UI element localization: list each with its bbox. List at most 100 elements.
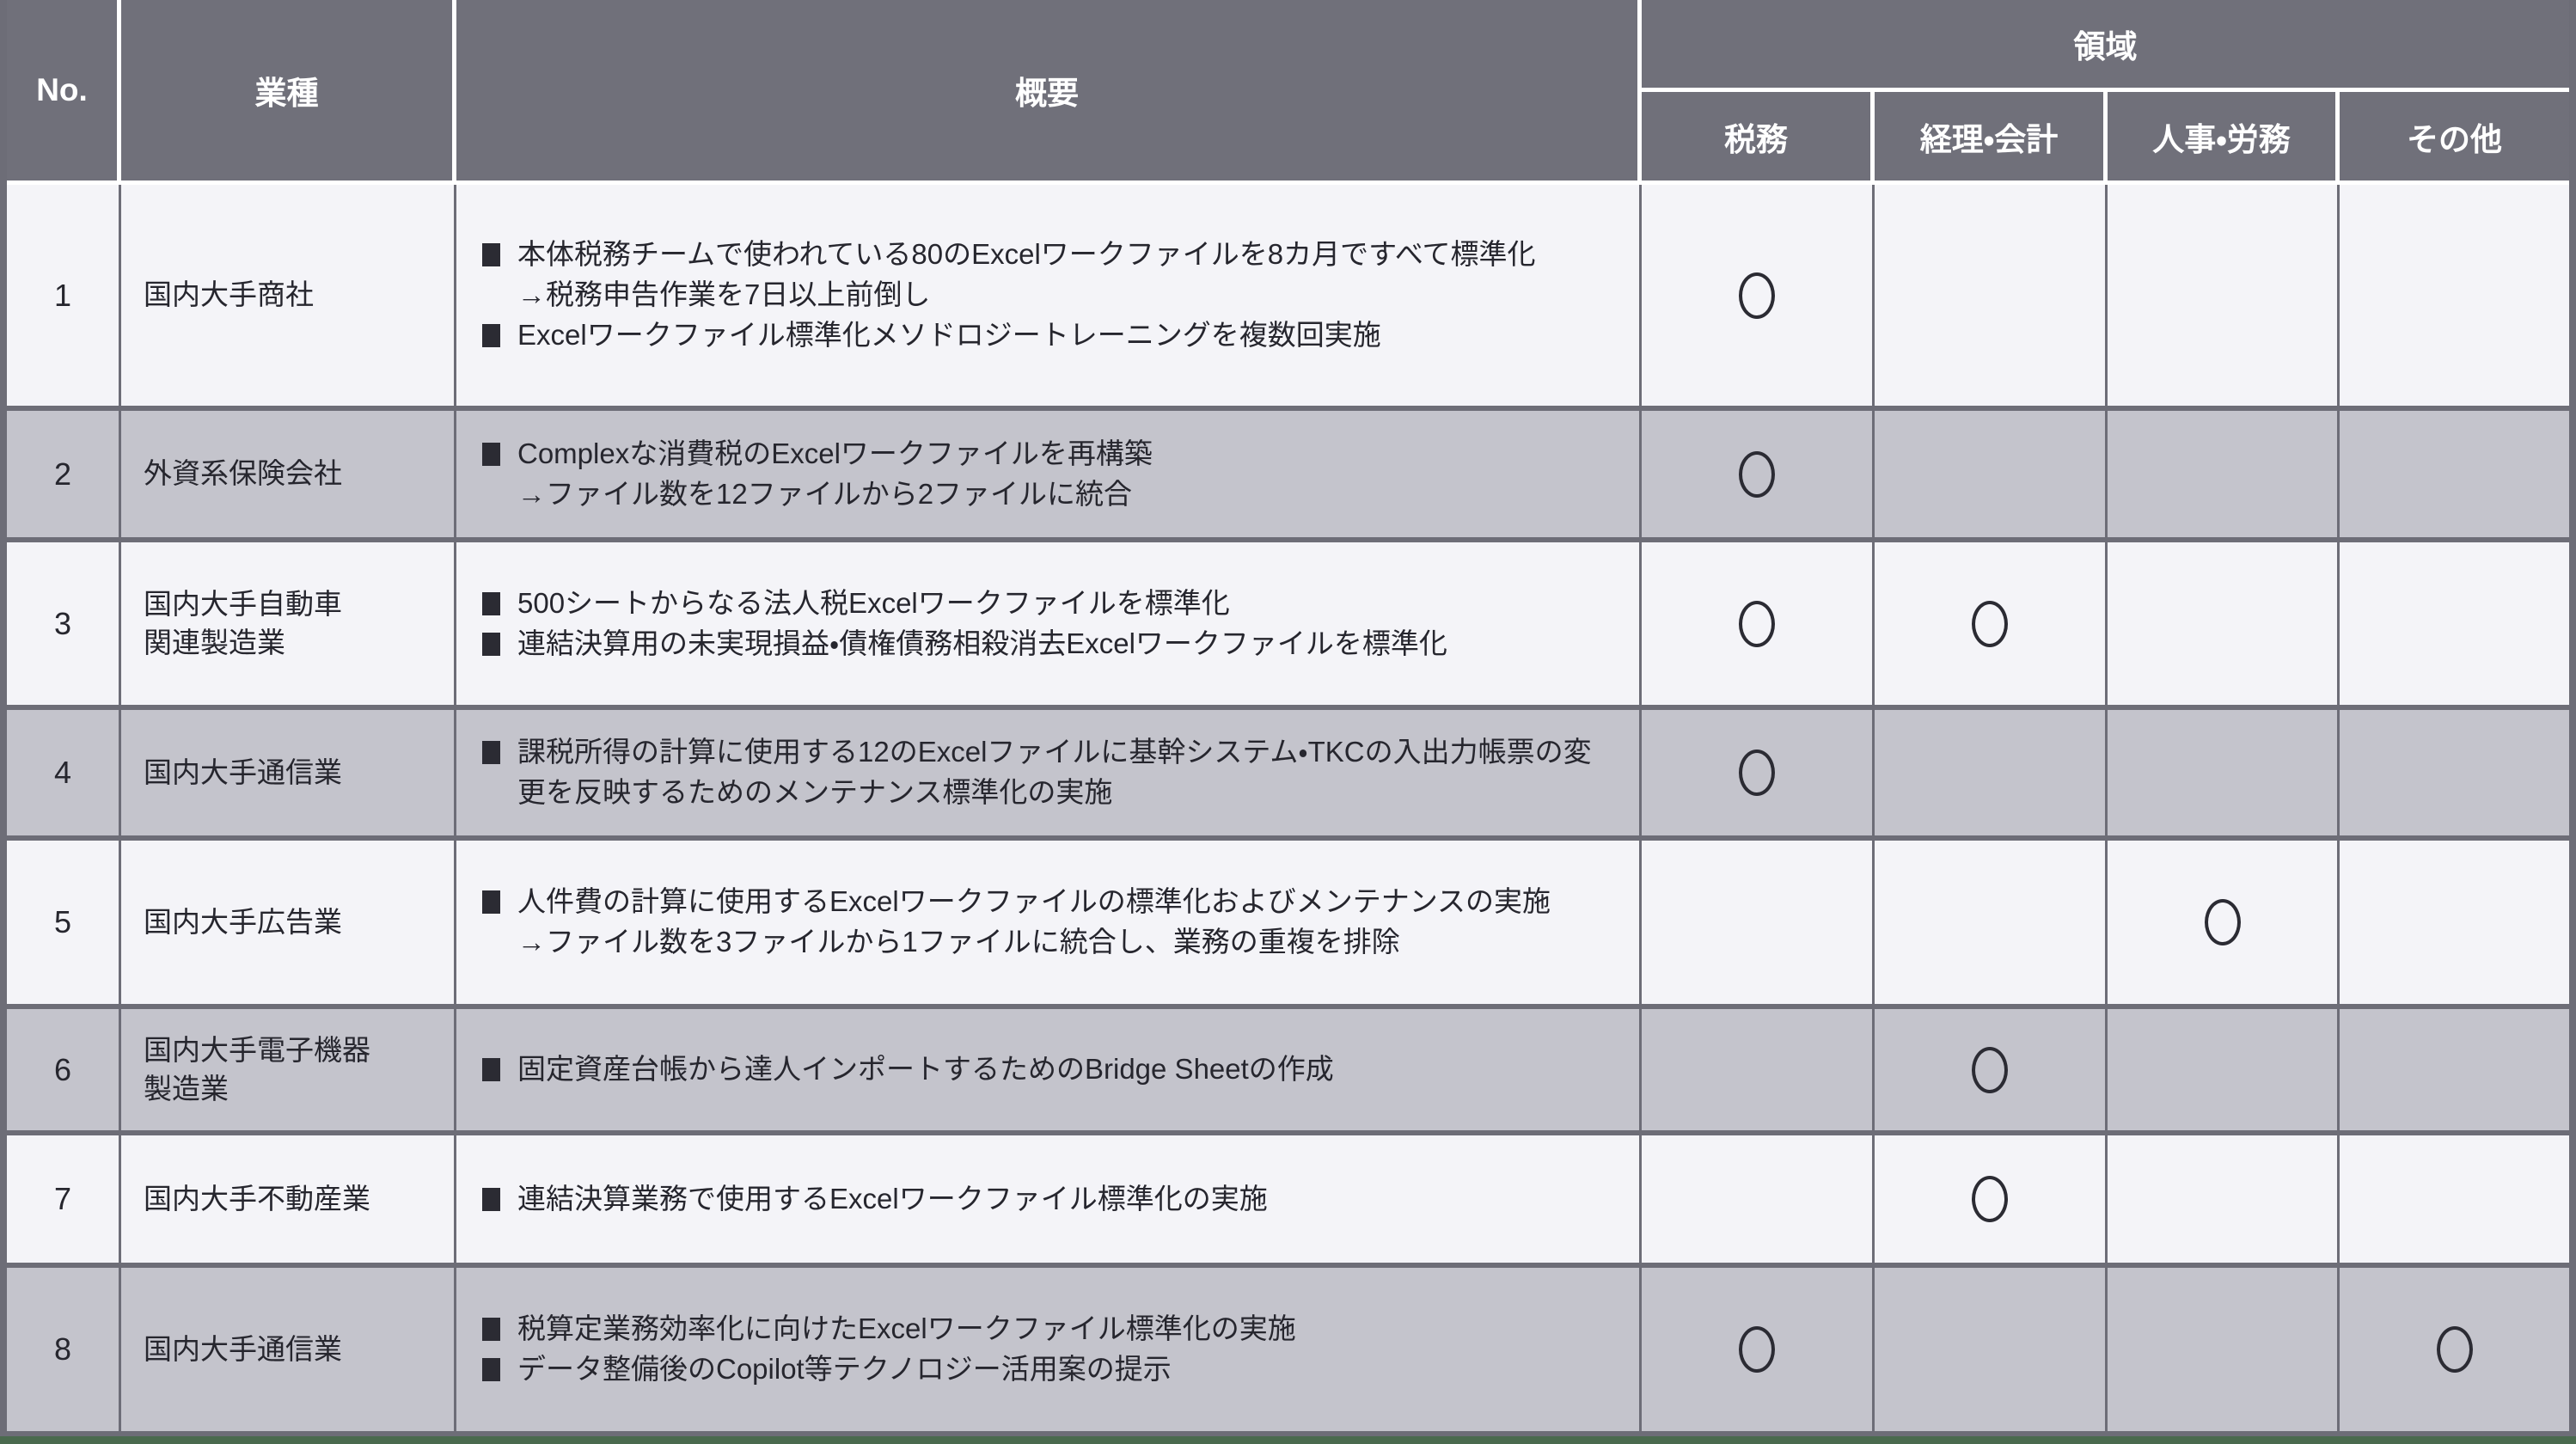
industry-cell: 国内大手通信業 <box>121 1268 456 1431</box>
overview-text: 500シートからなる法人税Excelワークファイルを標準化 <box>517 586 1230 619</box>
overview-note: →税務申告作業を7日以上前倒し <box>517 278 931 311</box>
overview-cell: Complexな消費税のExcelワークファイルを再構築 →ファイル数を12ファイ… <box>456 411 1642 537</box>
header-overview: 概要 <box>456 0 1642 180</box>
header-domain-tax: 税務 <box>1642 92 1875 180</box>
industry-cell: 外資系保険会社 <box>121 411 456 537</box>
table-row: 1 国内大手商社 本体税務チームで使われている80のExcelワークファイルを8… <box>7 185 2569 406</box>
domain-cell-accounting <box>1875 1135 2108 1263</box>
domain-cell-tax <box>1642 411 1875 537</box>
overview-text: 税算定業務効率化に向けたExcelワークファイル標準化の実施 <box>517 1312 1296 1345</box>
overview-cell: 固定資産台帳から達人インポートするためのBridge Sheetの作成 <box>456 1009 1642 1130</box>
overview-text: 固定資産台帳から達人インポートするためのBridge Sheetの作成 <box>517 1053 1334 1086</box>
bullet-square-icon <box>482 243 500 267</box>
table-body: 1 国内大手商社 本体税務チームで使われている80のExcelワークファイルを8… <box>7 185 2569 1431</box>
overview-item: 本体税務チームで使われている80のExcelワークファイルを8カ月ですべて標準化 <box>482 235 1618 275</box>
overview-item: 連結決算業務で使用するExcelワークファイル標準化の実施 <box>482 1179 1618 1220</box>
industry-cell: 国内大手広告業 <box>121 841 456 1004</box>
bullet-square-icon <box>482 323 500 347</box>
overview-note: →ファイル数を12ファイルから2ファイルに統合 <box>517 477 1133 510</box>
overview-text: Excelワークファイル標準化メソドロジートレーニングを複数回実施 <box>517 318 1381 351</box>
overview-text: 課税所得の計算に使用する12のExcelファイルに基幹システム・TKCの入出力帳… <box>517 736 1592 808</box>
overview-item: 500シートからなる法人税Excelワークファイルを標準化 <box>482 584 1618 624</box>
domain-cell-other <box>2340 1268 2569 1431</box>
domain-cell-tax <box>1642 1135 1875 1263</box>
domain-cell-accounting <box>1875 710 2108 835</box>
domain-cell-other <box>2340 841 2569 1004</box>
domain-cell-accounting <box>1875 411 2108 537</box>
header-domain-accounting: 経理・会計 <box>1875 92 2108 180</box>
header-domain-group: 領域 <box>1642 0 2569 92</box>
circle-mark-icon <box>1739 450 1775 498</box>
bullet-square-icon <box>482 1318 500 1342</box>
header-domain-other: その他 <box>2407 121 2502 157</box>
overview-item: Complexな消費税のExcelワークファイルを再構築 <box>482 434 1618 474</box>
domain-cell-hr-labor <box>2108 542 2340 705</box>
domain-cell-accounting <box>1875 185 2108 406</box>
row-number: 7 <box>7 1135 121 1263</box>
header-industry: 業種 <box>121 0 456 180</box>
domain-cell-tax <box>1642 841 1875 1004</box>
domain-cell-other <box>2340 542 2569 705</box>
table-row: 7 国内大手不動産業 連結決算業務で使用するExcelワークファイル標準化の実施 <box>7 1130 2569 1263</box>
header-no: No. <box>7 0 121 180</box>
bullet-square-icon <box>482 591 500 615</box>
domain-cell-tax <box>1642 1268 1875 1431</box>
overview-item: データ整備後のCopilot等テクノロジー活用案の提示 <box>482 1349 1618 1390</box>
table-row: 8 国内大手通信業 税算定業務効率化に向けたExcelワークファイル標準化の実施… <box>7 1263 2569 1431</box>
circle-mark-icon <box>1739 272 1775 319</box>
circle-mark-icon <box>1972 1046 2008 1093</box>
industry-cell: 国内大手通信業 <box>121 710 456 835</box>
row-number: 1 <box>7 185 121 406</box>
row-number: 3 <box>7 542 121 705</box>
overview-item: 税算定業務効率化に向けたExcelワークファイル標準化の実施 <box>482 1309 1618 1349</box>
table-row: 2 外資系保険会社 Complexな消費税のExcelワークファイルを再構築 →フ… <box>7 406 2569 537</box>
overview-item: 固定資産台帳から達人インポートするためのBridge Sheetの作成 <box>482 1049 1618 1090</box>
circle-mark-icon <box>1739 1326 1775 1373</box>
circle-mark-icon <box>1972 600 2008 647</box>
industry-cell: 国内大手商社 <box>121 185 456 406</box>
row-number: 5 <box>7 841 121 1004</box>
domain-cell-accounting <box>1875 1268 2108 1431</box>
bullet-square-icon <box>482 1058 500 1082</box>
overview-text: Complexな消費税のExcelワークファイルを再構築 <box>517 437 1153 469</box>
table-row: 4 国内大手通信業 課税所得の計算に使用する12のExcelファイルに基幹システ… <box>7 705 2569 835</box>
domain-cell-hr-labor <box>2108 841 2340 1004</box>
domain-cell-tax <box>1642 710 1875 835</box>
table-row: 6 国内大手電子機器 製造業 固定資産台帳から達人インポートするためのBridg… <box>7 1004 2569 1130</box>
bullet-square-icon <box>482 890 500 915</box>
domain-cell-other <box>2340 1009 2569 1130</box>
bullet-square-icon <box>482 632 500 656</box>
overview-text: 連結決算用の未実現損益・債権債務相殺消去Excelワークファイルを標準化 <box>517 627 1447 659</box>
overview-cell: 税算定業務効率化に向けたExcelワークファイル標準化の実施データ整備後のCop… <box>456 1268 1642 1431</box>
domain-cell-other <box>2340 1135 2569 1263</box>
bullet-square-icon <box>482 1187 500 1211</box>
overview-text: 人件費の計算に使用するExcelワークファイルの標準化およびメンテナンスの実施 <box>517 885 1551 918</box>
row-number: 2 <box>7 411 121 537</box>
row-number: 8 <box>7 1268 121 1431</box>
domain-cell-tax <box>1642 1009 1875 1130</box>
domain-cell-hr-labor <box>2108 1009 2340 1130</box>
overview-item: 課税所得の計算に使用する12のExcelファイルに基幹システム・TKCの入出力帳… <box>482 732 1618 813</box>
overview-item: 連結決算用の未実現損益・債権債務相殺消去Excelワークファイルを標準化 <box>482 624 1618 664</box>
bottom-accent-bar <box>0 1436 2576 1444</box>
overview-cell: 課税所得の計算に使用する12のExcelファイルに基幹システム・TKCの入出力帳… <box>456 710 1642 835</box>
domain-cell-hr-labor <box>2108 1135 2340 1263</box>
bullet-square-icon <box>482 741 500 765</box>
domain-cell-hr-labor <box>2108 710 2340 835</box>
overview-note: →ファイル数を3ファイルから1ファイルに統合し、業務の重複を排除 <box>517 926 1400 958</box>
domain-cell-other <box>2340 185 2569 406</box>
domain-cell-accounting <box>1875 841 2108 1004</box>
overview-cell: 500シートからなる法人税Excelワークファイルを標準化連結決算用の未実現損益… <box>456 542 1642 705</box>
domain-cell-accounting <box>1875 1009 2108 1130</box>
circle-mark-icon <box>1972 1176 2008 1222</box>
overview-item: Excelワークファイル標準化メソドロジートレーニングを複数回実施 <box>482 315 1618 356</box>
domain-cell-hr-labor <box>2108 411 2340 537</box>
industry-cell: 国内大手不動産業 <box>121 1135 456 1263</box>
circle-mark-icon <box>1739 600 1775 647</box>
header-domain-hr-labor: 人事・労務 <box>2108 92 2340 180</box>
overview-cell: 本体税務チームで使われている80のExcelワークファイルを8カ月ですべて標準化… <box>456 185 1642 406</box>
industry-cell: 国内大手自動車 関連製造業 <box>121 542 456 705</box>
domain-cell-other <box>2340 411 2569 537</box>
